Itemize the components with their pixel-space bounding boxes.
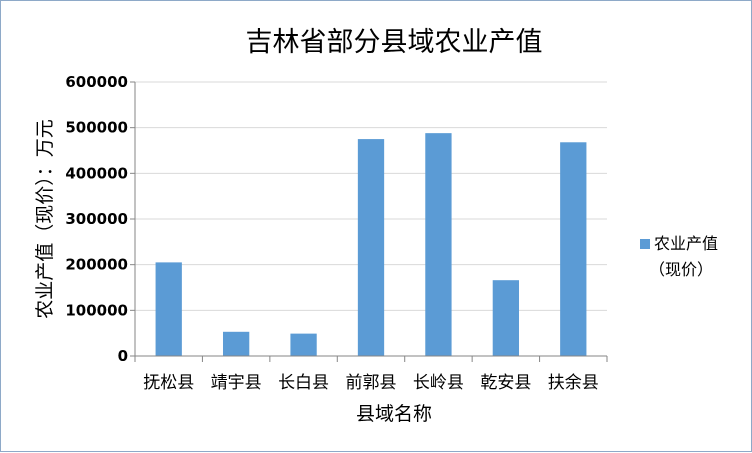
- axes: [130, 81, 608, 362]
- legend-label-line-1: 农业产值: [654, 234, 718, 253]
- x-tick-label: 前郭县: [346, 373, 397, 393]
- y-axis-label: 农业产值（现价）：万元: [34, 119, 56, 319]
- chart-title: 吉林省部分县域农业产值: [246, 27, 543, 58]
- x-tick-label: 长白县: [278, 373, 329, 393]
- bar: [357, 139, 385, 356]
- bar: [425, 133, 452, 356]
- y-tick-label: 100000: [65, 301, 128, 319]
- x-tick-label: 抚松县: [143, 373, 194, 393]
- y-tick-labels: 0 100000 200000 300000 400000 500000 600000: [65, 73, 128, 365]
- legend-label-line-2: （现价）: [649, 260, 713, 279]
- x-tick-label: 乾安县: [480, 373, 531, 393]
- x-tick-label: 长岭县: [413, 373, 464, 393]
- legend: 农业产值 （现价）: [640, 234, 718, 279]
- bar: [155, 262, 182, 356]
- x-tick-labels: 抚松县 靖宇县 长白县 前郭县 长岭县 乾安县 扶余县: [143, 373, 599, 393]
- y-tick-label: 200000: [65, 256, 128, 274]
- legend-swatch: [640, 239, 650, 249]
- y-tick-label: 400000: [65, 164, 128, 182]
- x-tick-label: 扶余县: [548, 373, 599, 393]
- x-tick-label: 靖宇县: [211, 373, 262, 393]
- bar: [492, 280, 520, 356]
- y-tick-label: 500000: [65, 119, 128, 137]
- y-tick-label: 300000: [65, 210, 128, 228]
- y-tick-label: 600000: [65, 73, 128, 91]
- bars: [155, 133, 587, 356]
- x-axis-label: 县域名称: [356, 403, 432, 425]
- y-tick-label: 0: [118, 347, 128, 365]
- bar: [560, 142, 587, 356]
- bar: [222, 331, 250, 356]
- bar: [290, 333, 317, 356]
